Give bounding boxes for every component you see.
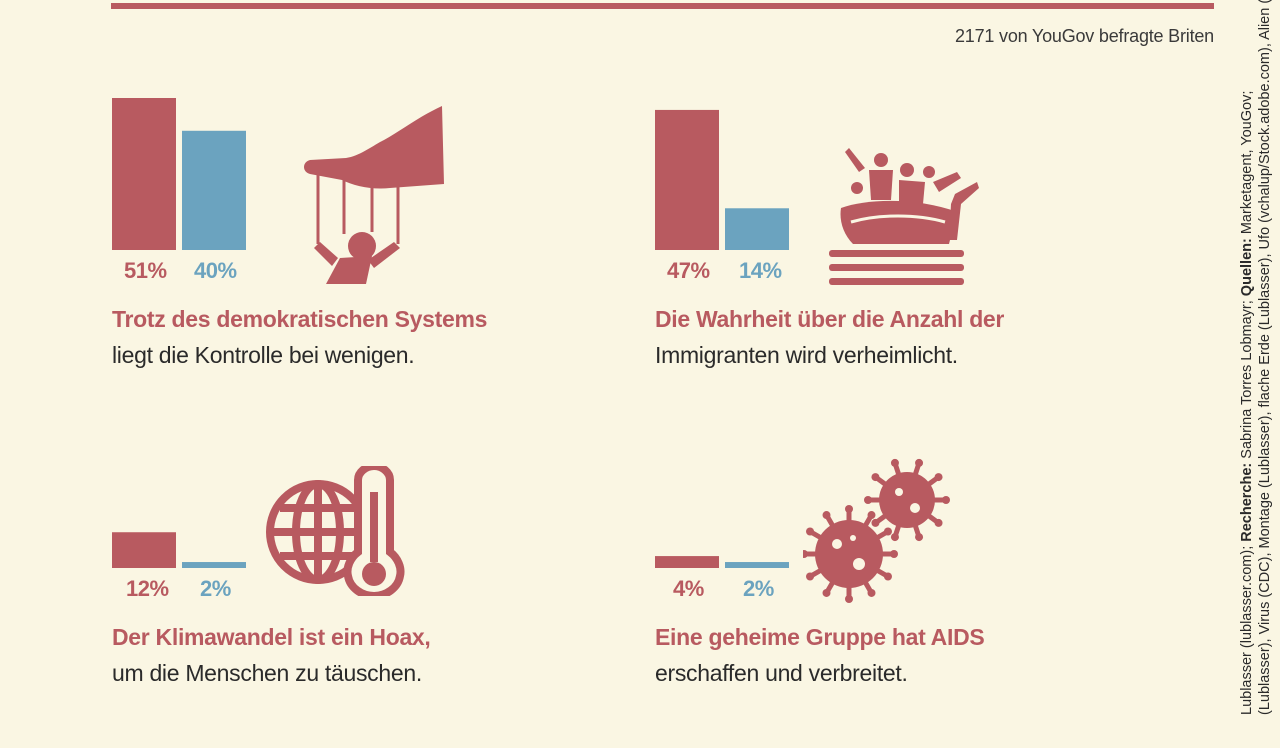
headline: Die Wahrheit über die Anzahl der: [655, 306, 1005, 332]
panel-climate: 12% 2% Der Klimawandel ist ein Hoax, um …: [112, 408, 672, 748]
bar-chart: [112, 532, 246, 568]
source-note: 2171 von YouGov befragte Briten: [954, 26, 1214, 46]
credits-line-1: Lublasser (lublasser.com); Recherche: Sa…: [1239, 90, 1255, 715]
bar-red: [112, 532, 176, 568]
panel-control: 51% 40% Trotz des demokratischen Systems…: [112, 90, 672, 430]
label-blue: 14%: [739, 258, 782, 283]
label-red: 51%: [124, 258, 167, 283]
headline: Eine geheime Gruppe hat AIDS: [655, 624, 985, 650]
subline: erschaffen und verbreitet.: [655, 660, 908, 686]
bar-blue: [182, 130, 246, 250]
bar-red: [655, 556, 719, 568]
label-red: 4%: [673, 576, 704, 601]
puppet-hand-icon: [304, 106, 444, 284]
migrant-boat-icon: [829, 148, 979, 285]
headline: Trotz des demokratischen Systems: [112, 306, 488, 332]
panel-immigration: 47% 14% Die Wahrheit über die Anzahl der…: [655, 90, 1215, 430]
bar-blue: [182, 562, 246, 568]
bar-chart: [655, 556, 789, 568]
label-blue: 40%: [194, 258, 237, 283]
virus-icon: [803, 458, 950, 603]
subline: Immigranten wird verheimlicht.: [655, 342, 958, 368]
label-blue: 2%: [200, 576, 231, 601]
label-red: 12%: [126, 576, 169, 601]
label-blue: 2%: [743, 576, 774, 601]
bar-red: [655, 109, 719, 250]
globe-thermometer-icon: [266, 466, 405, 596]
headline: Der Klimawandel ist ein Hoax,: [112, 624, 431, 650]
bar-blue: [725, 562, 789, 568]
subline: liegt die Kontrolle bei wenigen.: [112, 342, 415, 368]
subline: um die Menschen zu täuschen.: [112, 660, 422, 686]
bar-chart: [112, 98, 246, 250]
bar-blue: [725, 208, 789, 250]
panel-aids: 4% 2% Eine geheime Gruppe hat AIDS ersch…: [655, 408, 1215, 748]
top-rule: [111, 3, 1214, 9]
bar-chart: [655, 109, 789, 250]
image-credits: Lublasser (lublasser.com); Recherche: Sa…: [1238, 0, 1274, 715]
bar-red: [112, 98, 176, 250]
label-red: 47%: [667, 258, 710, 283]
credits-line-2: (Lublasser), Virus (CDC), Montage (Lubla…: [1257, 0, 1273, 715]
